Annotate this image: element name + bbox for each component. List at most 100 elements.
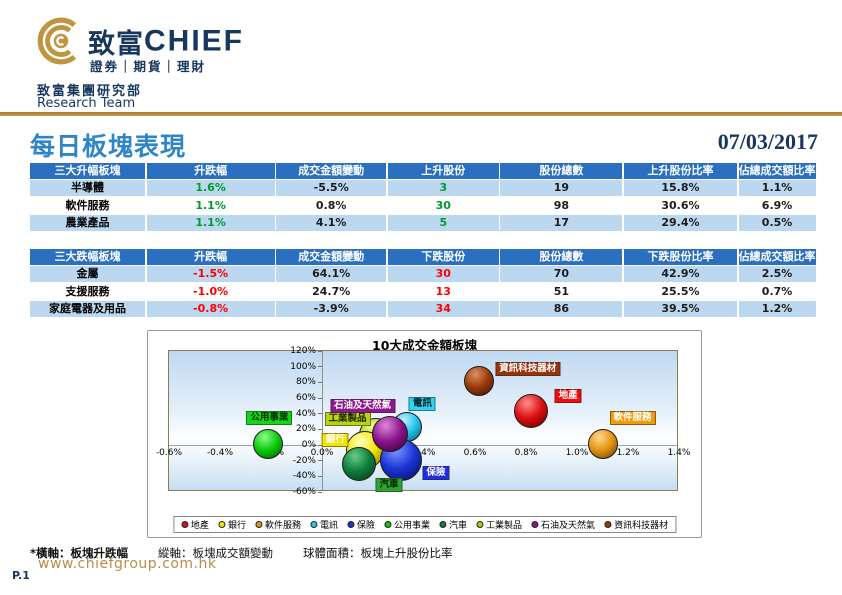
bubble-label: 工業製品 bbox=[324, 411, 371, 426]
legend-dot-icon bbox=[476, 521, 484, 528]
table-cell: -5.5% bbox=[276, 180, 387, 197]
gold-divider bbox=[0, 112, 842, 116]
legend-item: 電訊 bbox=[309, 518, 338, 531]
legend-item: 保險 bbox=[346, 518, 375, 531]
column-header: 三大升幅板塊 bbox=[30, 163, 145, 179]
table-cell: 6.9% bbox=[761, 198, 793, 212]
column-header: 股份總數 bbox=[500, 163, 623, 179]
y-axis-tickmark bbox=[318, 381, 322, 383]
column-header: 佔總成交額比率 bbox=[738, 163, 816, 179]
chart-bubble bbox=[371, 416, 408, 453]
legend-label: 石油及天然氣 bbox=[541, 521, 596, 531]
bubble-label: 軟件服務 bbox=[609, 411, 656, 426]
table-cell: 1.6% bbox=[146, 180, 275, 197]
x-axis-tick: 1.4% bbox=[667, 448, 691, 458]
table-cell: 農業產品 bbox=[30, 215, 145, 231]
table-cell: -1.5% bbox=[146, 266, 275, 283]
chart-bubble bbox=[514, 394, 549, 429]
chief-logo-icon bbox=[37, 17, 77, 65]
table-cell: 98 bbox=[553, 198, 570, 212]
legend-dot-icon bbox=[439, 521, 447, 528]
y-axis-tick: -60% bbox=[292, 487, 316, 497]
y-axis-tickmark bbox=[318, 491, 322, 493]
y-axis-tick: -40% bbox=[292, 471, 316, 482]
y-axis-tick: 100% bbox=[290, 361, 316, 372]
table-cell: 2.5% bbox=[738, 266, 816, 283]
table-cell: 軟件服務 bbox=[65, 198, 110, 212]
x-axis-tick: -0.4% bbox=[206, 448, 234, 458]
legend-dot-icon bbox=[346, 521, 354, 528]
bubble-label: 汽車 bbox=[375, 477, 403, 492]
x-axis-line bbox=[169, 444, 677, 446]
legend-item: 銀行 bbox=[217, 518, 246, 531]
column-header: 下跌股份比率 bbox=[623, 249, 737, 265]
y-axis-tickmark bbox=[318, 460, 322, 462]
table-cell: 30.6% bbox=[661, 198, 700, 212]
x-axis-tick: -0.6% bbox=[155, 448, 183, 458]
table-cell: -3.9% bbox=[276, 301, 387, 317]
table-cell: 13 bbox=[435, 284, 451, 298]
chart-bubble bbox=[463, 365, 494, 396]
table-cell: 30 bbox=[435, 198, 451, 212]
table-cell: 家庭電器及用品 bbox=[30, 301, 145, 317]
legend-dot-icon bbox=[384, 521, 391, 528]
table-cell: 17 bbox=[500, 215, 623, 231]
table-cell: 4.1% bbox=[276, 215, 387, 231]
column-header: 成交金額變動 bbox=[276, 163, 387, 179]
y-axis-tickmark bbox=[318, 350, 322, 352]
chart-footnote: *橫軸：板塊升跌幅 縱軸：板塊成交額變動 球體面積：板塊上升股份比率 bbox=[30, 545, 453, 561]
y-axis-tickmark bbox=[318, 366, 322, 368]
x-axis-tick: 0.0% bbox=[310, 448, 334, 458]
table-cell: 3 bbox=[387, 180, 499, 197]
bubble-label: 電訊 bbox=[408, 396, 436, 411]
legend-dot-icon bbox=[180, 521, 188, 528]
y-axis-tick: 20% bbox=[295, 424, 316, 435]
legend-label: 地產 bbox=[190, 521, 209, 531]
x-axis-tick: 0.6% bbox=[463, 448, 487, 458]
chart-bubble bbox=[341, 446, 376, 481]
y-axis-tick: 40% bbox=[295, 408, 316, 419]
table-cell: 金屬 bbox=[30, 266, 145, 283]
legend-label: 保險 bbox=[356, 521, 375, 531]
site-url[interactable]: www.chiefgroup.com.hk bbox=[38, 556, 217, 572]
y-axis-tickmark bbox=[318, 475, 322, 477]
legend-item: 軟件服務 bbox=[254, 518, 301, 531]
table-cell: 42.9% bbox=[623, 266, 737, 283]
table-cell: 1.2% bbox=[738, 301, 816, 317]
y-axis-tick: 80% bbox=[295, 377, 316, 388]
chart-bubble bbox=[253, 429, 284, 460]
top-gainers-table: 三大升幅板塊 升跌幅 成交金額變動 上升股份 股份總數 上升股份比率 佔總成交額比率 半導體 1… bbox=[30, 163, 818, 231]
table-cell: 64.1% bbox=[276, 266, 387, 283]
y-axis-tick: 0% bbox=[301, 440, 316, 450]
column-header: 三大跌幅板塊 bbox=[30, 249, 145, 265]
legend-label: 軟件服務 bbox=[264, 521, 301, 531]
column-header: 上升股份 bbox=[387, 163, 499, 179]
legend-item: 工業製品 bbox=[476, 518, 522, 531]
y-axis-tickmark bbox=[318, 428, 322, 430]
table-cell: 24.7% bbox=[312, 284, 351, 298]
table-cell: 86 bbox=[500, 301, 623, 317]
x-axis-tick: 1.0% bbox=[565, 448, 589, 458]
table-cell: 支援服務 bbox=[65, 284, 110, 298]
department-name: 致富集團研究部 bbox=[37, 84, 143, 99]
column-header: 升跌幅 bbox=[146, 249, 275, 265]
legend-label: 資訊科技器材 bbox=[614, 521, 669, 531]
footnote-segment: 球體面積：板塊上升股份比率 bbox=[303, 546, 453, 560]
table-cell: 1.1% bbox=[738, 180, 816, 197]
table-cell: 51 bbox=[553, 284, 570, 298]
table-cell: 30 bbox=[387, 266, 499, 283]
table-cell: 0.7% bbox=[761, 284, 793, 298]
legend-item: 汽車 bbox=[439, 518, 467, 531]
table-cell: 39.5% bbox=[623, 301, 737, 317]
table-cell: 25.5% bbox=[661, 284, 700, 298]
legend-item: 公用事業 bbox=[384, 518, 430, 531]
column-header: 佔總成交額比率 bbox=[738, 249, 816, 265]
page-title: 每日板塊表現 bbox=[30, 132, 187, 161]
x-axis-tick: 0.8% bbox=[514, 448, 538, 458]
bubble-chart-panel: 10大成交金額板塊 120% 100% 80% 60% 40% 20% 0% -20% -40%… bbox=[147, 330, 702, 538]
legend-label: 公用事業 bbox=[394, 521, 431, 531]
column-header: 上升股份比率 bbox=[623, 163, 737, 179]
table-cell: 0.5% bbox=[738, 215, 816, 231]
chart-title: 10大成交金額板塊 bbox=[372, 338, 477, 353]
